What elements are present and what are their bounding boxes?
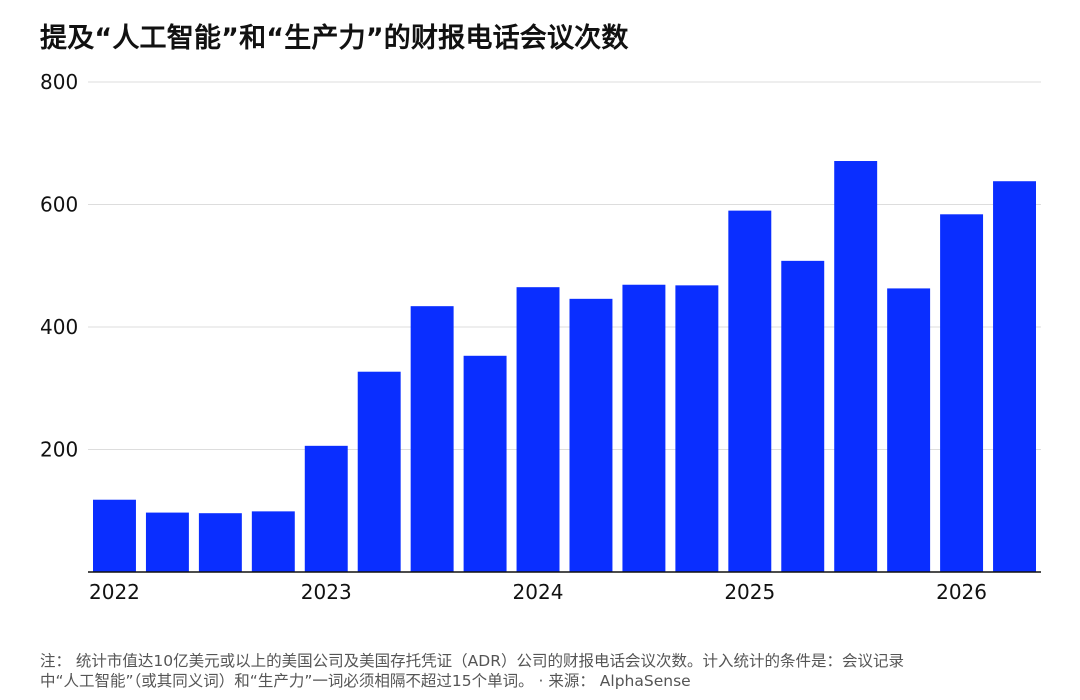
chart-title: 提及“人工智能”和“生产力”的财报电话会议次数 (40, 23, 629, 54)
bar (569, 298, 613, 572)
bar (834, 161, 878, 572)
bar (93, 499, 136, 572)
chart-footnote: 注： 统计市值达10亿美元或以上的美国公司及美国存托凭证（ADR）公司的财报电话… (40, 651, 1050, 691)
bar (940, 214, 984, 573)
bar (781, 260, 825, 572)
x-tick-label: 2025 (724, 580, 775, 604)
bar (198, 513, 242, 572)
x-tick-label: 2026 (936, 580, 987, 604)
bar (145, 512, 189, 572)
footnote-line-2: 中“人工智能”（或其同义词）和“生产力”一词必须相隔不超过15个单词。 · 来源… (40, 672, 691, 690)
x-tick-label: 2024 (513, 580, 564, 604)
y-tick-label: 400 (40, 315, 78, 339)
footnote-line-1: 注： 统计市值达10亿美元或以上的美国公司及美国存托凭证（ADR）公司的财报电话… (40, 652, 904, 670)
bar (993, 181, 1036, 572)
bar (410, 306, 454, 572)
bar (887, 288, 931, 572)
y-tick-label: 800 (40, 70, 78, 94)
bar (728, 210, 772, 572)
bar-chart: 200 400 600 800 2022 2023 2024 2025 2026 (40, 70, 1041, 604)
bar (622, 284, 666, 572)
bar (516, 287, 560, 572)
y-tick-label: 200 (40, 438, 78, 462)
x-tick-label: 2022 (89, 580, 140, 604)
bar (304, 445, 348, 572)
y-tick-label: 600 (40, 193, 78, 217)
bar (357, 371, 401, 572)
bar (463, 355, 507, 572)
x-tick-label: 2023 (301, 580, 352, 604)
bar (675, 285, 719, 572)
bar (251, 511, 295, 572)
